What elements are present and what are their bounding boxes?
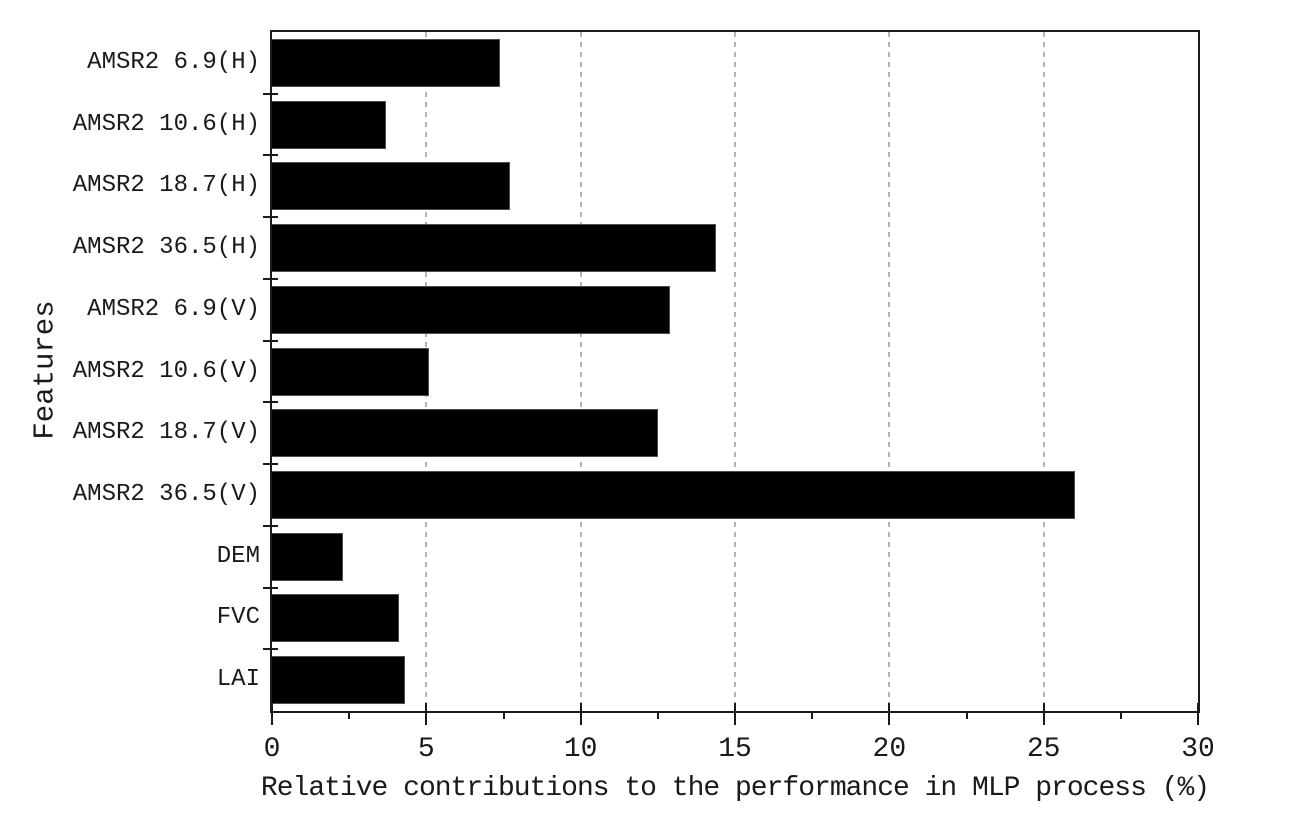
y-axis-tick [263,648,278,651]
x-tick-label: 25 [1026,734,1061,765]
bar-lai [272,656,405,705]
y-axis-tick [263,154,278,157]
gridline [888,32,891,711]
category-label: LAI [216,666,260,694]
x-major-tick [425,703,428,725]
bar-amsr2-6.9-h- [272,38,501,87]
y-axis-tick [263,216,278,219]
x-tick-label: 15 [718,734,752,765]
plot-area: Relative contributions to the performanc… [73,30,1215,804]
category-label: AMSR2 10.6(V) [72,357,260,385]
bar-amsr2-10.6-v- [272,347,430,396]
bar-amsr2-18.7-h- [272,162,510,211]
x-tick-label: 30 [1181,734,1215,765]
category-label: AMSR2 36.5(V) [72,480,260,508]
bar-fvc [272,594,399,643]
category-label: DEM [216,542,260,570]
bar-amsr2-10.6-h- [272,100,387,149]
x-major-tick [1197,703,1199,725]
bar-amsr2-18.7-v- [272,409,658,458]
y-axis-tick [263,463,278,466]
category-label: AMSR2 36.5(H) [72,234,260,262]
x-tick-label: 20 [872,734,907,765]
x-major-tick [579,703,582,725]
y-axis-tick [263,401,278,404]
x-axis-title: Relative contributions to the performanc… [260,773,1210,804]
category-label: AMSR2 18.7(H) [72,172,260,200]
y-axis-tick [263,92,278,95]
x-minor-tick [348,711,351,719]
x-tick-label: 10 [563,734,598,765]
x-tick-label: 0 [263,734,281,765]
gridline [1042,32,1045,711]
x-major-tick [1042,703,1045,725]
gridline [579,32,582,711]
category-label: FVC [216,604,260,632]
x-minor-tick [502,711,505,719]
x-major-tick [888,703,891,725]
x-major-tick [734,703,736,725]
bar-amsr2-36.5-v- [272,470,1075,519]
y-axis-tick [263,339,278,342]
y-axis-tick [263,277,278,280]
x-minor-tick [811,711,814,719]
bar-amsr2-6.9-v- [272,285,671,334]
bar-dem [272,532,343,581]
x-tick-label: 5 [417,734,435,765]
bar-amsr2-36.5-h- [272,224,717,273]
y-axis-title: Features [28,300,62,440]
x-major-tick [271,703,273,725]
category-label: AMSR2 18.7(V) [72,419,260,447]
gridline [734,32,736,711]
category-label: AMSR2 6.9(V) [87,295,260,323]
y-axis-tick [263,586,278,589]
category-label: AMSR2 10.6(H) [72,110,260,138]
x-minor-tick [1119,711,1122,719]
category-label: AMSR2 6.9(H) [87,48,260,76]
x-minor-tick [656,711,659,719]
y-axis-tick [263,524,278,527]
x-minor-tick [965,711,968,719]
